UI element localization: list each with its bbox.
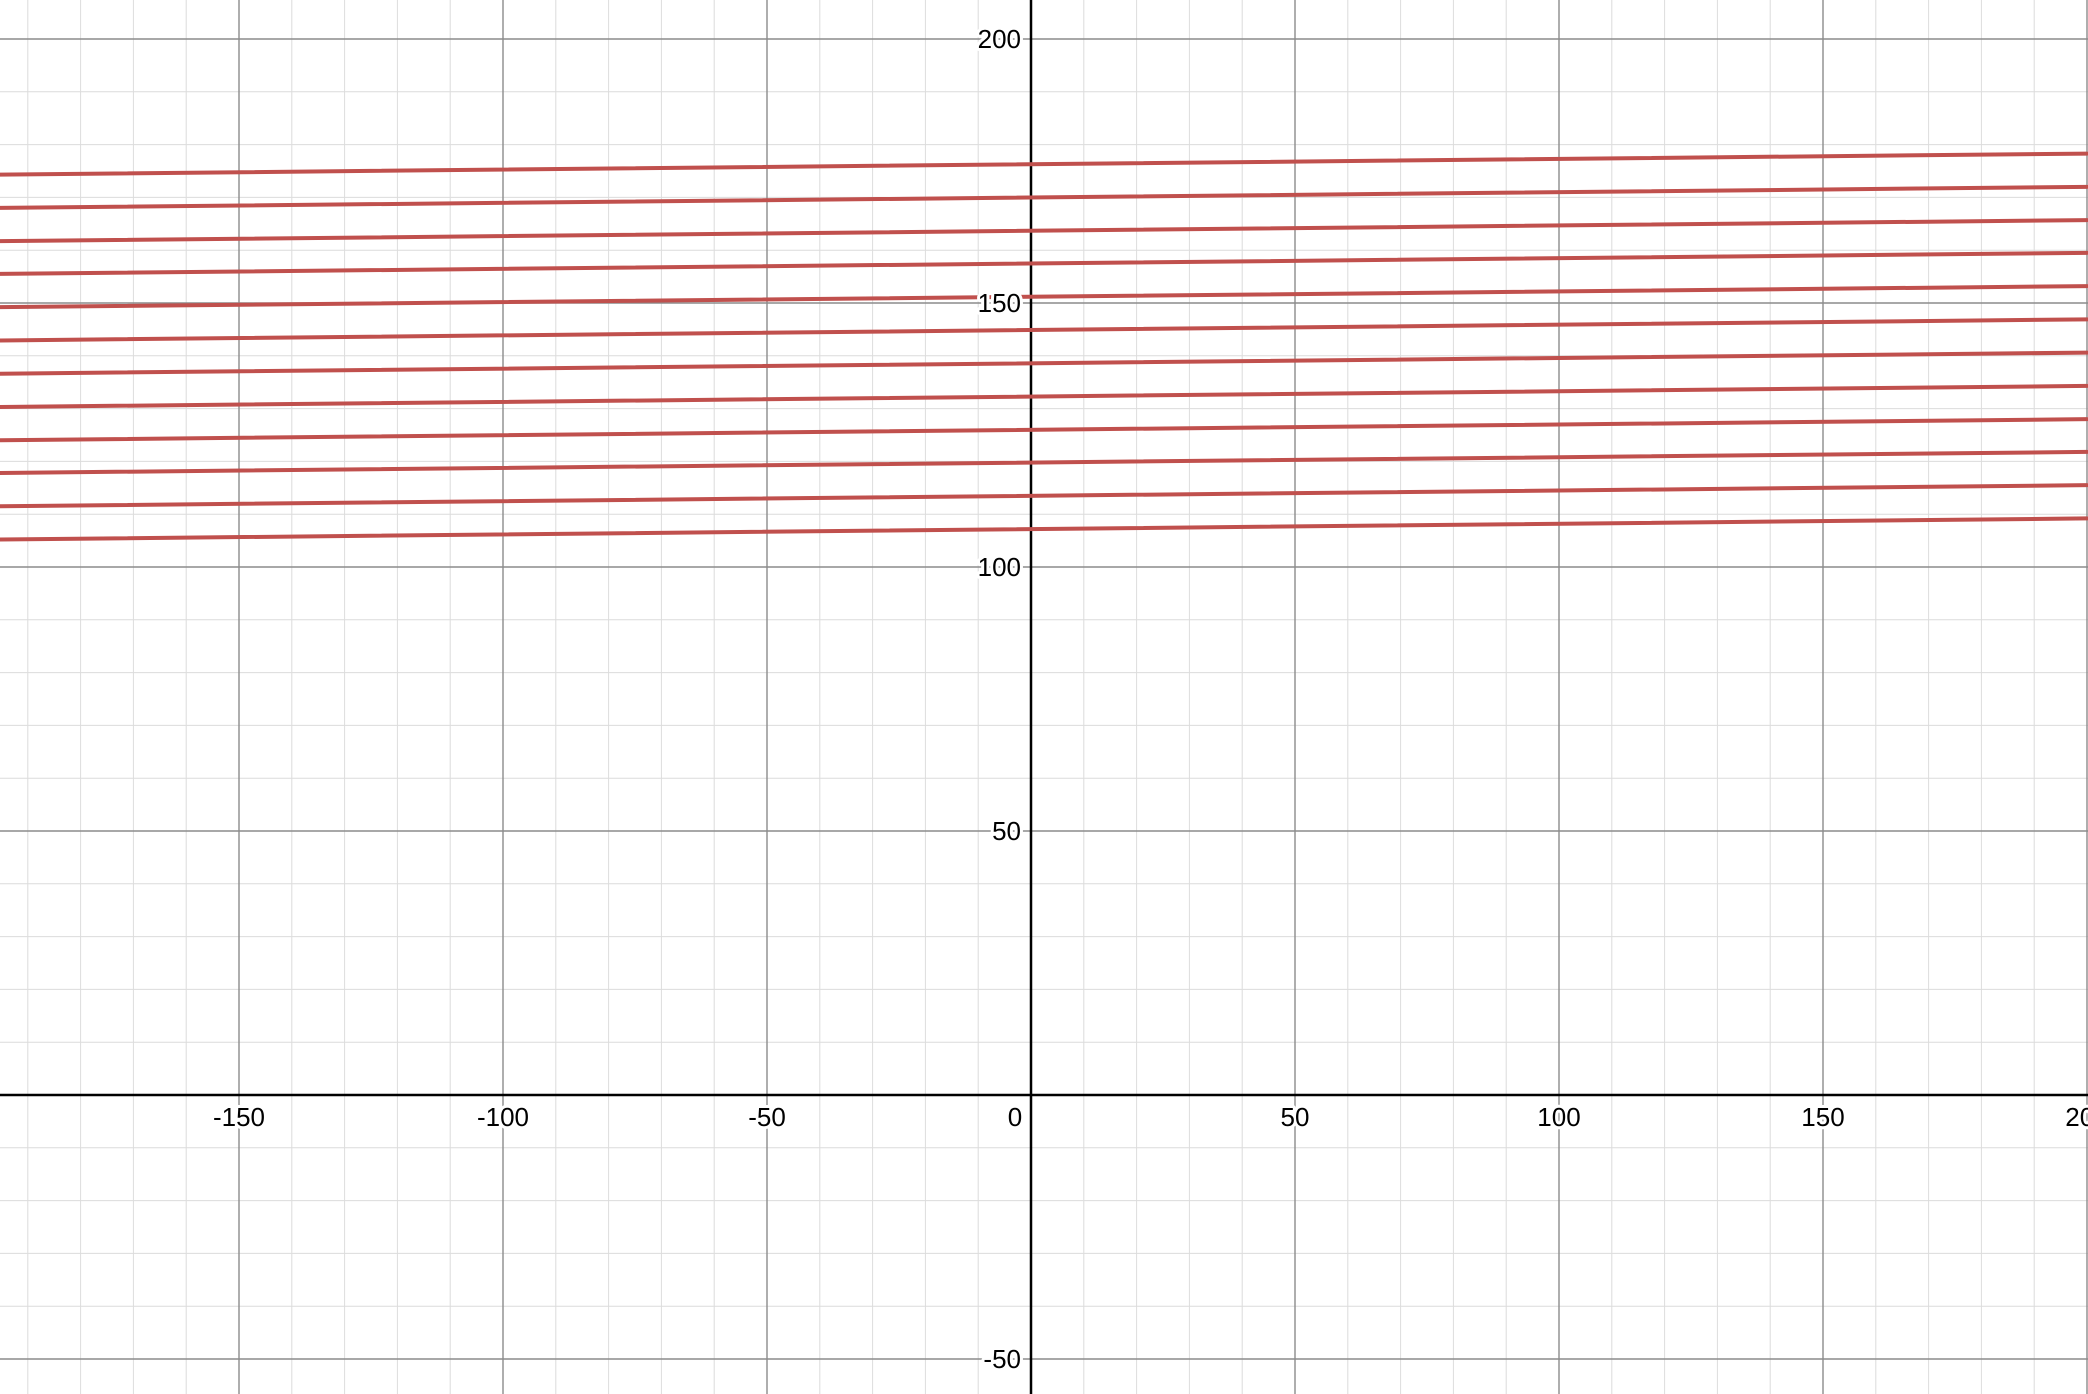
y-tick-label: 100 bbox=[978, 552, 1021, 582]
series-line-12[interactable] bbox=[0, 151, 2088, 177]
x-tick-label: -50 bbox=[748, 1102, 786, 1132]
series-line-10[interactable] bbox=[0, 218, 2088, 244]
series-line-2[interactable] bbox=[0, 483, 2088, 509]
series-lines bbox=[0, 151, 2088, 542]
series-line-3[interactable] bbox=[0, 449, 2088, 475]
series-line-1[interactable] bbox=[0, 516, 2088, 542]
series-line-9[interactable] bbox=[0, 250, 2088, 276]
series-line-6[interactable] bbox=[0, 350, 2088, 376]
x-tick-label: 50 bbox=[1281, 1102, 1310, 1132]
y-tick-label: -50 bbox=[983, 1344, 1021, 1374]
y-tick-label: 50 bbox=[992, 816, 1021, 846]
x-tick-label: 0 bbox=[1008, 1102, 1022, 1132]
y-tick-label: 150 bbox=[978, 288, 1021, 318]
x-tick-label: 200 bbox=[2065, 1102, 2088, 1132]
x-tick-label: 100 bbox=[1537, 1102, 1580, 1132]
series-line-4[interactable] bbox=[0, 417, 2088, 443]
x-tick-label: -100 bbox=[477, 1102, 529, 1132]
x-tick-labels: -150 -100 -50 0 50 100 150 200 bbox=[210, 1099, 2088, 1135]
y-tick-label: 200 bbox=[978, 24, 1021, 54]
series-line-8[interactable] bbox=[0, 284, 2088, 310]
series-line-7[interactable] bbox=[0, 317, 2088, 343]
x-tick-label: -150 bbox=[213, 1102, 265, 1132]
series-line-11[interactable] bbox=[0, 184, 2088, 210]
x-tick-label: 150 bbox=[1801, 1102, 1844, 1132]
y-tick-labels: -50 50 100 150 200 bbox=[975, 21, 1024, 1377]
series-line-5[interactable] bbox=[0, 383, 2088, 409]
